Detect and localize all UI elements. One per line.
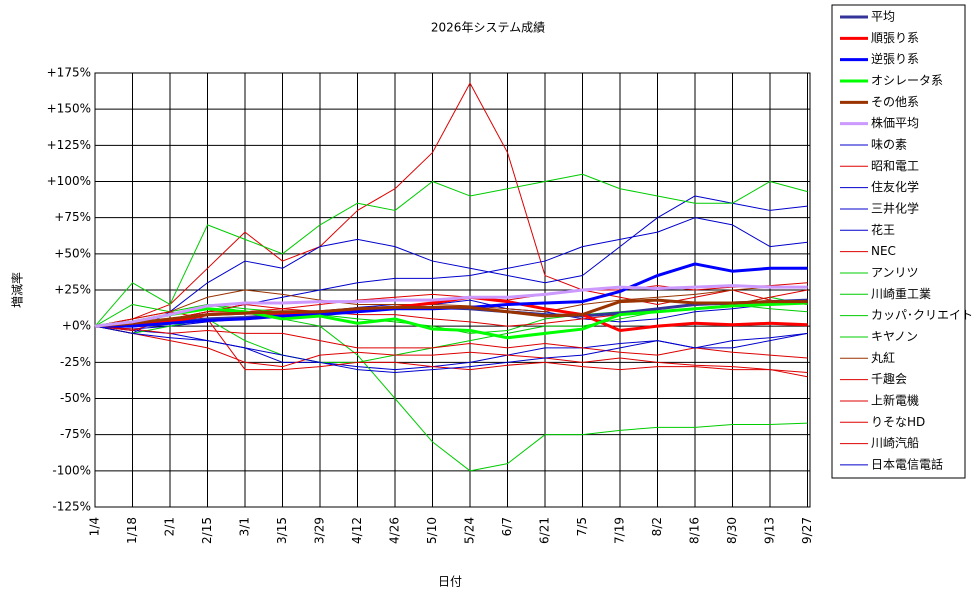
series-line bbox=[94, 284, 808, 328]
series-line bbox=[94, 325, 808, 378]
legend-label: 平均 bbox=[871, 10, 895, 24]
y-tick-label: -75% bbox=[60, 427, 91, 441]
y-tick-label: -50% bbox=[60, 391, 91, 405]
x-axis-label: 日付 bbox=[438, 575, 462, 589]
x-tick-label: 8/30 bbox=[725, 517, 739, 544]
y-axis-label: 増減率 bbox=[10, 272, 25, 308]
x-tick-label: 9/27 bbox=[800, 517, 814, 544]
x-tick-label: 2/15 bbox=[200, 517, 214, 544]
legend-label: オシレータ系 bbox=[871, 73, 943, 87]
legend-box bbox=[831, 4, 966, 479]
series-line bbox=[94, 325, 808, 359]
y-tick-label: +50% bbox=[54, 246, 91, 260]
chart-title: 2026年システム成績 bbox=[431, 21, 545, 35]
legend-label: カッパ･クリエイト bbox=[871, 308, 973, 322]
x-tick-label: 3/1 bbox=[238, 517, 252, 536]
series-line bbox=[94, 286, 808, 327]
legend-label: りそなHD bbox=[871, 415, 925, 429]
x-tick-label: 7/19 bbox=[613, 517, 627, 544]
series-line bbox=[94, 195, 808, 334]
x-tick-label: 4/12 bbox=[350, 517, 364, 544]
series-line bbox=[94, 298, 808, 328]
legend-label: 三井化学 bbox=[871, 200, 919, 215]
legend-label: 順張り系 bbox=[871, 31, 919, 45]
x-tick-label: 8/16 bbox=[688, 517, 702, 544]
legend-label: 株価平均 bbox=[871, 115, 919, 130]
y-tick-label: -25% bbox=[60, 355, 91, 369]
x-tick-label: 3/29 bbox=[313, 517, 327, 544]
y-tick-label: -125% bbox=[52, 500, 91, 514]
legend-label: アンリツ bbox=[871, 265, 919, 279]
series-line bbox=[94, 82, 808, 327]
legend-label: 上新電機 bbox=[871, 392, 919, 407]
legend-label: 千趣会 bbox=[871, 371, 907, 386]
legend-label: 川崎重工業 bbox=[871, 287, 931, 301]
series-line bbox=[94, 325, 808, 373]
legend-label: 逆張り系 bbox=[871, 51, 919, 66]
x-tick-label: 1/4 bbox=[88, 517, 102, 536]
x-tick-label: 6/21 bbox=[538, 517, 552, 544]
x-tick-label: 5/24 bbox=[463, 517, 477, 544]
legend-label: 昭和電工 bbox=[871, 159, 919, 173]
legend-label: キヤノン bbox=[871, 329, 918, 343]
series-line bbox=[94, 173, 808, 327]
legend-label: その他系 bbox=[871, 95, 919, 109]
x-tick-label: 7/5 bbox=[575, 517, 589, 536]
x-tick-label: 5/10 bbox=[425, 517, 439, 544]
legend-label: 花王 bbox=[871, 222, 895, 237]
legend-label: 味の素 bbox=[871, 137, 907, 151]
y-tick-label: +175% bbox=[47, 66, 91, 80]
x-tick-label: 2/1 bbox=[163, 517, 177, 536]
legend-label: 丸紅 bbox=[871, 351, 895, 365]
x-tick-label: 8/2 bbox=[650, 517, 664, 536]
y-tick-label: +0% bbox=[62, 319, 91, 333]
x-tick-label: 6/7 bbox=[500, 517, 514, 536]
series-line bbox=[94, 282, 808, 332]
legend-label: 川崎汽船 bbox=[871, 435, 919, 450]
y-tick-label: -100% bbox=[52, 463, 91, 477]
x-tick-label: 4/26 bbox=[388, 517, 402, 544]
y-tick-label: +150% bbox=[47, 102, 91, 116]
y-tick-label: +25% bbox=[54, 283, 91, 297]
legend-label: NEC bbox=[871, 244, 896, 258]
legend-label: 日本電信電話 bbox=[871, 456, 943, 471]
y-tick-label: +100% bbox=[47, 174, 91, 188]
legend-label: 住友化学 bbox=[871, 179, 919, 194]
x-tick-label: 9/13 bbox=[763, 517, 777, 544]
series-line bbox=[94, 301, 808, 340]
y-tick-label: +75% bbox=[54, 210, 91, 224]
x-tick-label: 3/15 bbox=[275, 517, 289, 544]
y-tick-label: +125% bbox=[47, 138, 91, 152]
x-tick-label: 1/18 bbox=[125, 517, 139, 544]
